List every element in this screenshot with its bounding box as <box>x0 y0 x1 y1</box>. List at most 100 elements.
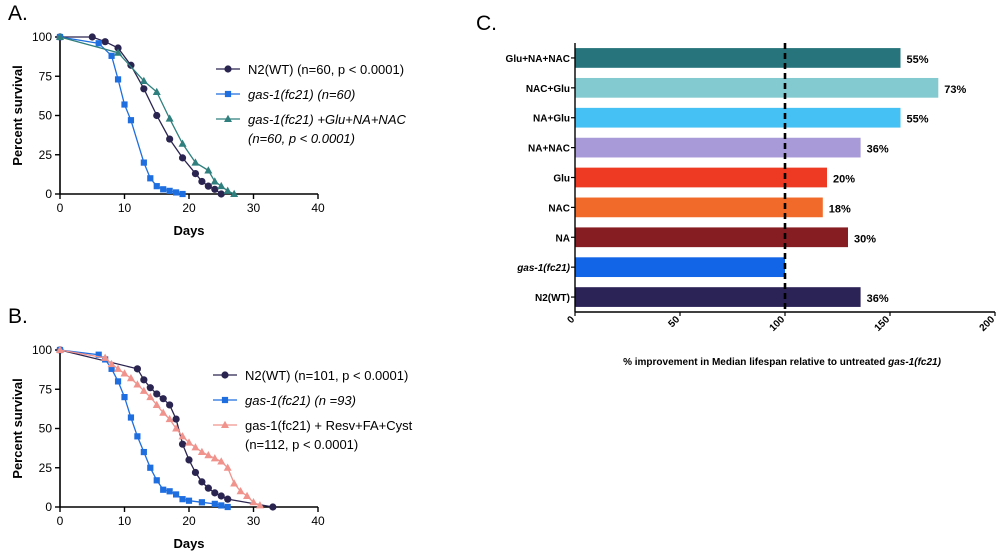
data-point <box>152 400 161 408</box>
data-point <box>114 364 123 372</box>
series-line <box>59 36 183 195</box>
series-line <box>59 349 261 506</box>
legend-entry-3: gas-1(fc21) +Glu+NA+NAC (n=60, p < 0.0001… <box>216 112 406 146</box>
panel-a-label: A. <box>8 2 28 25</box>
legend-label: (n=112, p < 0.0001) <box>245 437 358 452</box>
data-point <box>56 345 64 353</box>
x-tick-label: 0 <box>57 514 64 528</box>
series-1 <box>56 346 277 511</box>
category-label: NA+Glu <box>533 114 570 125</box>
data-point <box>204 484 212 492</box>
category-label: NAC <box>548 203 570 214</box>
data-point <box>255 501 264 509</box>
y-tick-label: 75 <box>39 382 53 396</box>
y-tick-label: 25 <box>39 148 53 162</box>
data-point <box>139 386 148 394</box>
data-point <box>204 166 213 174</box>
x-tick-label: 20 <box>182 201 196 215</box>
data-point <box>185 438 193 446</box>
bar <box>575 48 901 68</box>
data-point <box>152 87 161 95</box>
data-point <box>120 369 129 377</box>
legend-marker <box>221 371 229 379</box>
data-point <box>204 182 212 190</box>
y-tick-label: 0 <box>45 500 52 514</box>
data-point <box>88 33 96 41</box>
x-tick-label: 0 <box>57 201 64 215</box>
data-point <box>147 175 154 182</box>
data-point <box>166 488 173 495</box>
data-point <box>153 183 160 190</box>
y-tick-label: 100 <box>32 30 52 44</box>
data-point <box>217 181 226 190</box>
legend-marker <box>221 396 229 404</box>
data-point <box>178 440 187 448</box>
data-point <box>95 351 102 358</box>
panel-b-label: B. <box>8 305 28 328</box>
x-axis-title: Days <box>173 536 204 551</box>
data-point <box>224 503 231 511</box>
series-line <box>59 349 274 508</box>
y-tick-label: 0 <box>45 187 52 201</box>
bar-annotation: 73% <box>944 84 966 96</box>
data-point <box>210 177 219 185</box>
data-point <box>160 486 167 493</box>
x-tick-label: 100 <box>768 314 788 334</box>
y-tick-label: 75 <box>39 69 53 83</box>
data-point <box>211 489 219 497</box>
data-point <box>224 495 232 503</box>
x-axis-title: Days <box>173 223 204 238</box>
category-label: NA+NAC <box>528 144 570 155</box>
bar <box>575 197 823 218</box>
x-tick-label: 150 <box>873 314 893 334</box>
data-point <box>133 380 142 388</box>
x-axis-title-strain: gas-1(fc21) <box>887 357 941 368</box>
x-tick-label: 0 <box>565 314 577 326</box>
bar <box>575 257 785 278</box>
data-point <box>178 432 187 440</box>
y-tick-label: 50 <box>39 109 53 123</box>
series-2 <box>56 33 186 198</box>
data-point <box>153 477 160 484</box>
data-point <box>198 499 205 506</box>
data-point <box>210 454 219 462</box>
data-point <box>166 187 173 194</box>
legend-label: gas-1(fc21) +Glu+NA+NAC <box>248 112 406 127</box>
bar <box>575 107 901 128</box>
bar-annotation: 20% <box>833 174 855 186</box>
data-point <box>191 468 200 477</box>
data-point <box>159 408 168 416</box>
data-point <box>211 500 218 507</box>
bar-group-1: Glu+NA+NAC 55% <box>506 48 929 68</box>
bar <box>575 77 939 98</box>
series-1 <box>56 33 225 198</box>
category-label: NA <box>556 233 570 244</box>
bar-group-6: NAC 18% <box>548 197 851 218</box>
category-label: Glu+NA+NAC <box>506 54 570 65</box>
category-label: NAC+Glu <box>526 84 570 95</box>
data-point <box>107 359 116 368</box>
data-point <box>140 159 147 166</box>
bar-group-2: NAC+Glu 73% <box>526 77 967 98</box>
data-point <box>146 384 154 392</box>
data-point <box>236 487 245 495</box>
data-point <box>191 158 200 166</box>
data-point <box>101 38 109 46</box>
legend-label: N2(WT) (n=60, p < 0.0001) <box>248 62 404 77</box>
data-point <box>139 76 148 84</box>
x-tick-label: 10 <box>118 201 132 215</box>
bar-group-3: NA+Glu 55% <box>533 107 929 128</box>
data-point <box>140 376 148 384</box>
panel-b-survival-chart: B. 0 10 20 30 40 0 25 50 75 100 Days Percent surviv… <box>8 305 413 551</box>
bar-annotation: 30% <box>854 233 876 245</box>
bar-annotation: 36% <box>867 293 889 305</box>
data-point <box>121 101 128 108</box>
data-point <box>172 415 180 423</box>
x-axis-title-text: % improvement in Median lifespan relativ… <box>623 357 888 368</box>
data-point <box>172 424 181 432</box>
data-point <box>191 169 200 178</box>
legend-entry-3: gas-1(fc21) + Resv+FA+Cyst (n=112, p < 0.… <box>213 418 413 452</box>
category-label: gas-1(fc21) <box>516 263 570 274</box>
legend-entry-2: gas-1(fc21) (n =93) <box>213 393 356 408</box>
data-point <box>173 189 180 196</box>
